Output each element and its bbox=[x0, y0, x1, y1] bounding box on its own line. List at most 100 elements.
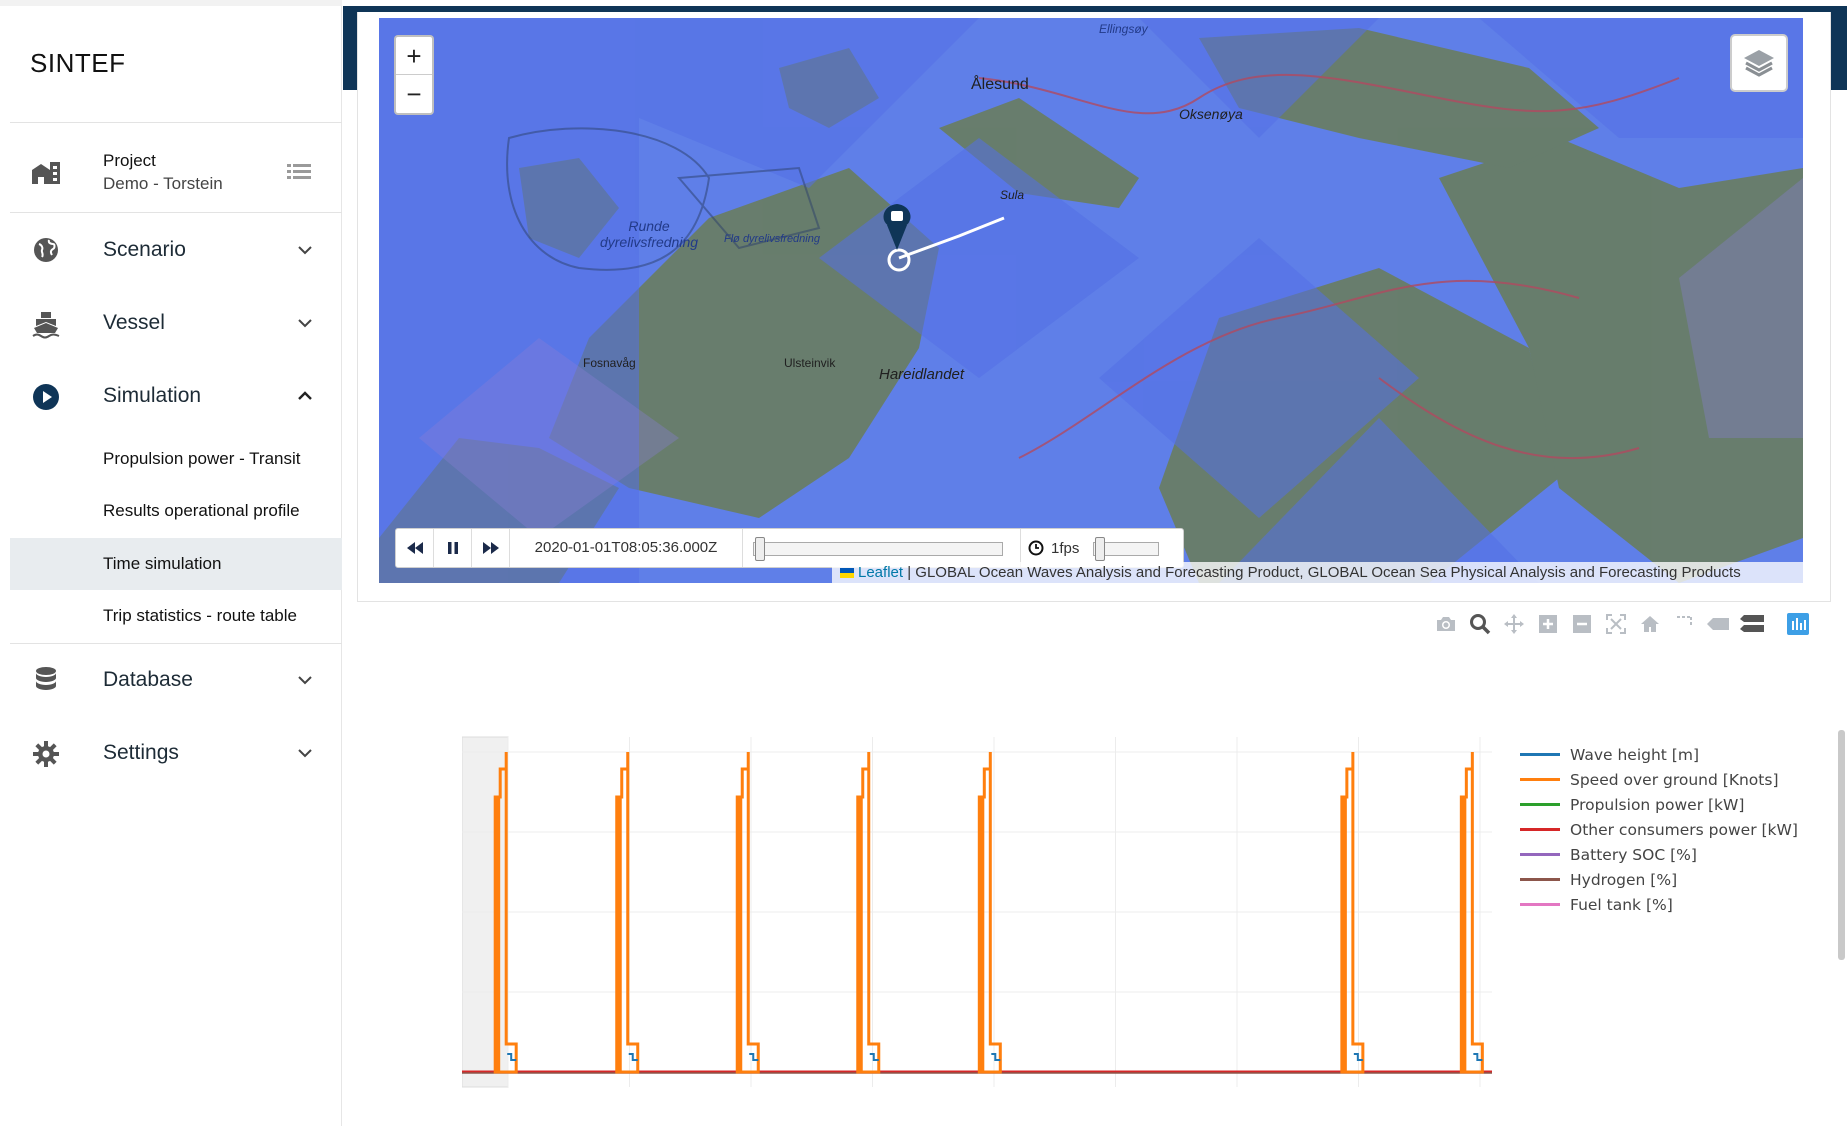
speed-peak-fill bbox=[495, 797, 501, 1072]
legend-label: Fuel tank [%] bbox=[1570, 895, 1673, 914]
wave-height-step bbox=[507, 1053, 517, 1061]
map-label: Oksenøya bbox=[1179, 106, 1243, 122]
camera-icon[interactable] bbox=[1434, 612, 1458, 636]
map-label: Ålesund bbox=[971, 76, 1029, 93]
forward-icon bbox=[482, 542, 499, 554]
nav-label-settings: Settings bbox=[103, 741, 179, 764]
spike-lines-icon[interactable] bbox=[1672, 612, 1696, 636]
legend-label: Wave height [m] bbox=[1570, 745, 1699, 764]
map-label: Flø dyrelivsfredning bbox=[724, 233, 820, 245]
current-time-display: 2020-01-01T08:05:36.000Z bbox=[510, 529, 743, 567]
map-marker-icon bbox=[883, 204, 911, 250]
map-tiles bbox=[379, 18, 1803, 583]
pause-icon bbox=[447, 542, 458, 554]
legend-item[interactable]: Battery SOC [%] bbox=[1520, 842, 1798, 867]
legend-swatch bbox=[1520, 853, 1560, 856]
speed-peak-fill bbox=[1461, 797, 1467, 1072]
wave-height-step bbox=[1353, 1053, 1363, 1061]
zoom-in-icon[interactable] bbox=[1536, 612, 1560, 636]
legend-label: Hydrogen [%] bbox=[1570, 870, 1678, 889]
layers-button[interactable] bbox=[1730, 34, 1788, 92]
layers-icon bbox=[1744, 50, 1774, 77]
legend-label: Propulsion power [kW] bbox=[1570, 795, 1745, 814]
building-icon bbox=[30, 156, 62, 188]
sub-item-propulsion-power[interactable]: Propulsion power - Transit bbox=[103, 449, 301, 468]
legend-label: Other consumers power [kW] bbox=[1570, 820, 1798, 839]
divider bbox=[10, 212, 342, 213]
map-label: Sula bbox=[1000, 188, 1025, 202]
legend-label: Battery SOC [%] bbox=[1570, 845, 1697, 864]
nav-label-scenario: Scenario bbox=[103, 238, 186, 261]
legend-item[interactable]: Hydrogen [%] bbox=[1520, 867, 1798, 892]
map-attribution: Leaflet | GLOBAL Ocean Waves Analysis an… bbox=[832, 562, 1803, 583]
plotly-logo-icon[interactable] bbox=[1786, 612, 1810, 636]
step-backward-button[interactable] bbox=[396, 529, 434, 567]
legend-item[interactable]: Speed over ground [Knots] bbox=[1520, 767, 1798, 792]
legend-swatch bbox=[1520, 878, 1560, 881]
wave-height-step bbox=[869, 1053, 879, 1061]
ship-icon bbox=[30, 308, 62, 340]
legend-item[interactable]: Wave height [m] bbox=[1520, 742, 1798, 767]
speed-peak-fill bbox=[737, 797, 743, 1072]
fps-slider-thumb[interactable] bbox=[1095, 537, 1105, 561]
list-icon[interactable] bbox=[287, 163, 311, 183]
clock-icon bbox=[1021, 529, 1051, 567]
top-border bbox=[0, 0, 342, 6]
time-dimension-control: 2020-01-01T08:05:36.000Z 1fps bbox=[395, 528, 1184, 568]
map-label: Fosnavåg bbox=[583, 356, 636, 370]
home-icon[interactable] bbox=[1638, 612, 1662, 636]
sub-item-results-operational-profile[interactable]: Results operational profile bbox=[103, 501, 300, 520]
pause-button[interactable] bbox=[434, 529, 472, 567]
wave-height-step bbox=[628, 1053, 638, 1061]
map-label: Ellingsøy bbox=[1099, 22, 1148, 36]
divider bbox=[10, 122, 342, 123]
wave-height-step bbox=[991, 1053, 1001, 1061]
autoscale-icon[interactable] bbox=[1604, 612, 1628, 636]
sub-item-trip-statistics[interactable]: Trip statistics - route table bbox=[103, 606, 297, 625]
chart-legend: Wave height [m] Speed over ground [Knots]… bbox=[1520, 742, 1798, 917]
zoom-in-button[interactable]: + bbox=[396, 37, 432, 75]
step-forward-button[interactable] bbox=[472, 529, 510, 567]
time-series-chart[interactable] bbox=[462, 732, 1492, 1092]
wave-height-step bbox=[1473, 1053, 1483, 1061]
chevron-down-icon bbox=[298, 676, 312, 685]
nav-label-vessel: Vessel bbox=[103, 311, 165, 334]
zoom-out-button[interactable]: − bbox=[406, 79, 422, 109]
legend-swatch bbox=[1520, 803, 1560, 806]
map-label: Runde dyrelivsfredning bbox=[599, 218, 699, 250]
attribution-text: | GLOBAL Ocean Waves Analysis and Foreca… bbox=[903, 564, 1741, 581]
leaflet-link[interactable]: Leaflet bbox=[858, 564, 904, 581]
backward-icon bbox=[406, 542, 423, 554]
chevron-down-icon bbox=[298, 749, 312, 758]
speed-peak-fill bbox=[857, 797, 863, 1072]
zoom-control: + − bbox=[394, 35, 434, 115]
time-slider[interactable] bbox=[743, 529, 1021, 567]
zoom-out-icon[interactable] bbox=[1570, 612, 1594, 636]
fps-label: 1fps bbox=[1051, 539, 1080, 557]
ukraine-flag-icon bbox=[840, 568, 854, 579]
legend-item[interactable]: Propulsion power [kW] bbox=[1520, 792, 1798, 817]
legend-swatch bbox=[1520, 828, 1560, 831]
brand-logo: SINTEF bbox=[30, 48, 126, 78]
project-name: Demo - Torstein bbox=[103, 174, 223, 193]
zoom-icon[interactable] bbox=[1468, 612, 1492, 636]
speed-peak-fill bbox=[616, 797, 622, 1072]
chart-modebar bbox=[1434, 610, 1810, 638]
time-slider-thumb[interactable] bbox=[755, 537, 765, 561]
nav-label-simulation: Simulation bbox=[103, 384, 202, 407]
nav-label-database: Database bbox=[103, 668, 193, 691]
chevron-up-icon bbox=[298, 391, 312, 400]
project-label: Project bbox=[103, 151, 156, 170]
page-scrollbar[interactable] bbox=[1838, 730, 1845, 960]
pan-icon[interactable] bbox=[1502, 612, 1526, 636]
sub-item-time-simulation[interactable]: Time simulation bbox=[10, 538, 342, 590]
hover-compare-icon[interactable] bbox=[1740, 612, 1764, 636]
legend-label: Speed over ground [Knots] bbox=[1570, 770, 1779, 789]
database-icon bbox=[30, 664, 62, 696]
map-view[interactable]: Ellingsøy Ålesund Oksenøya Sula Runde dy… bbox=[379, 18, 1803, 583]
fps-slider[interactable] bbox=[1087, 529, 1167, 567]
hover-closest-icon[interactable] bbox=[1706, 612, 1730, 636]
legend-item[interactable]: Other consumers power [kW] bbox=[1520, 817, 1798, 842]
legend-item[interactable]: Fuel tank [%] bbox=[1520, 892, 1798, 917]
speed-peak-fill bbox=[979, 797, 985, 1072]
